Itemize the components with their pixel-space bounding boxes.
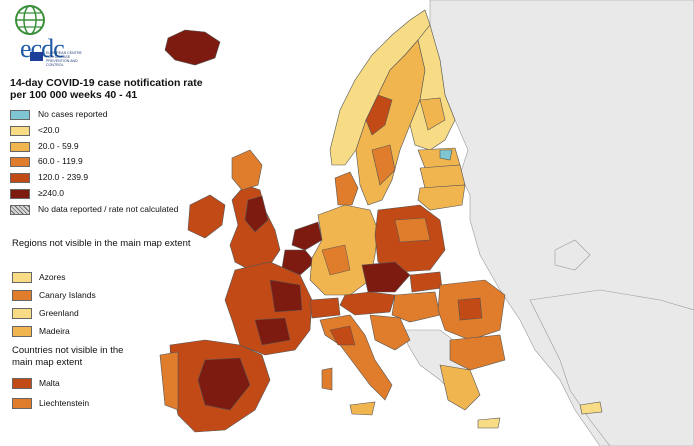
- region-item: Canary Islands: [12, 286, 212, 306]
- legend-label: No cases reported: [38, 109, 108, 119]
- region-item: Greenland: [12, 304, 212, 324]
- country-item: Liechtenstein: [12, 394, 212, 414]
- country-item: Malta: [12, 374, 212, 394]
- region-label: Greenland: [39, 308, 79, 318]
- central-europe: [339, 261, 443, 323]
- country-label: Liechtenstein: [39, 398, 90, 408]
- logo-subtext: EUROPEAN CENTRE FOR DISEASE PREVENTION A…: [46, 51, 82, 67]
- british-isles: [187, 149, 281, 271]
- baltics: [417, 147, 466, 211]
- denmark: [334, 171, 359, 206]
- legend-label: 20.0 - 59.9: [38, 140, 79, 151]
- legend-swatch: [10, 110, 30, 120]
- region-swatch: [12, 290, 32, 301]
- ecdc-logo: ecdc EUROPEAN CENTRE FOR DISEASE PREVENT…: [8, 4, 88, 70]
- legend-swatch-hatch: [10, 204, 30, 215]
- region-swatch: [12, 308, 32, 319]
- legend-label: ≥240.0: [38, 187, 64, 198]
- legend-item: <20.0: [10, 124, 210, 140]
- legend-item: No data reported / rate not calculated: [10, 203, 210, 219]
- country-swatch: [12, 398, 32, 409]
- iberia: [159, 339, 271, 433]
- legend-item: 60.0 - 119.9: [10, 155, 210, 171]
- globe-icon: [15, 5, 45, 35]
- eu-flag-icon: [30, 52, 43, 61]
- region-label: Azores: [39, 272, 66, 282]
- legend-label: 60.0 - 119.9: [38, 156, 83, 167]
- switzerland: [309, 297, 341, 319]
- sardinia: [321, 367, 333, 391]
- regions-heading: Regions not visible in the main map exte…: [12, 238, 191, 249]
- country-swatch: [12, 378, 32, 389]
- legend-swatch: [10, 188, 30, 199]
- greece: [439, 364, 603, 429]
- legend-label: No data reported / rate not calculated: [38, 203, 179, 214]
- region-label: Canary Islands: [39, 290, 96, 300]
- region-item: Madeira: [12, 322, 212, 342]
- legend-swatch: [10, 141, 30, 152]
- legend-swatch: [10, 173, 30, 184]
- legend-item: 20.0 - 59.9: [10, 140, 210, 156]
- map-title: 14-day COVID-19 case notification rate p…: [10, 77, 203, 101]
- countries-heading: Countries not visible in the main map ex…: [12, 345, 124, 368]
- sicily: [349, 401, 376, 416]
- legend: No cases reported <20.0 20.0 - 59.9 60.0…: [10, 108, 210, 219]
- legend-swatch: [10, 125, 30, 136]
- region-swatch: [12, 272, 32, 283]
- legend-item: No cases reported: [10, 108, 210, 124]
- region-item: Azores: [12, 268, 212, 288]
- legend-item: ≥240.0: [10, 187, 210, 203]
- iceland: [164, 29, 221, 66]
- croatia: [369, 314, 411, 351]
- finland: [409, 24, 456, 151]
- legend-label: <20.0: [38, 124, 60, 135]
- legend-swatch: [10, 157, 30, 168]
- region-label: Madeira: [39, 326, 70, 336]
- benelux: [281, 221, 323, 276]
- country-label: Malta: [39, 378, 60, 388]
- south-east: [437, 279, 506, 371]
- region-swatch: [12, 326, 32, 337]
- legend-label: 120.0 - 239.9: [38, 172, 89, 183]
- legend-item: 120.0 - 239.9: [10, 171, 210, 187]
